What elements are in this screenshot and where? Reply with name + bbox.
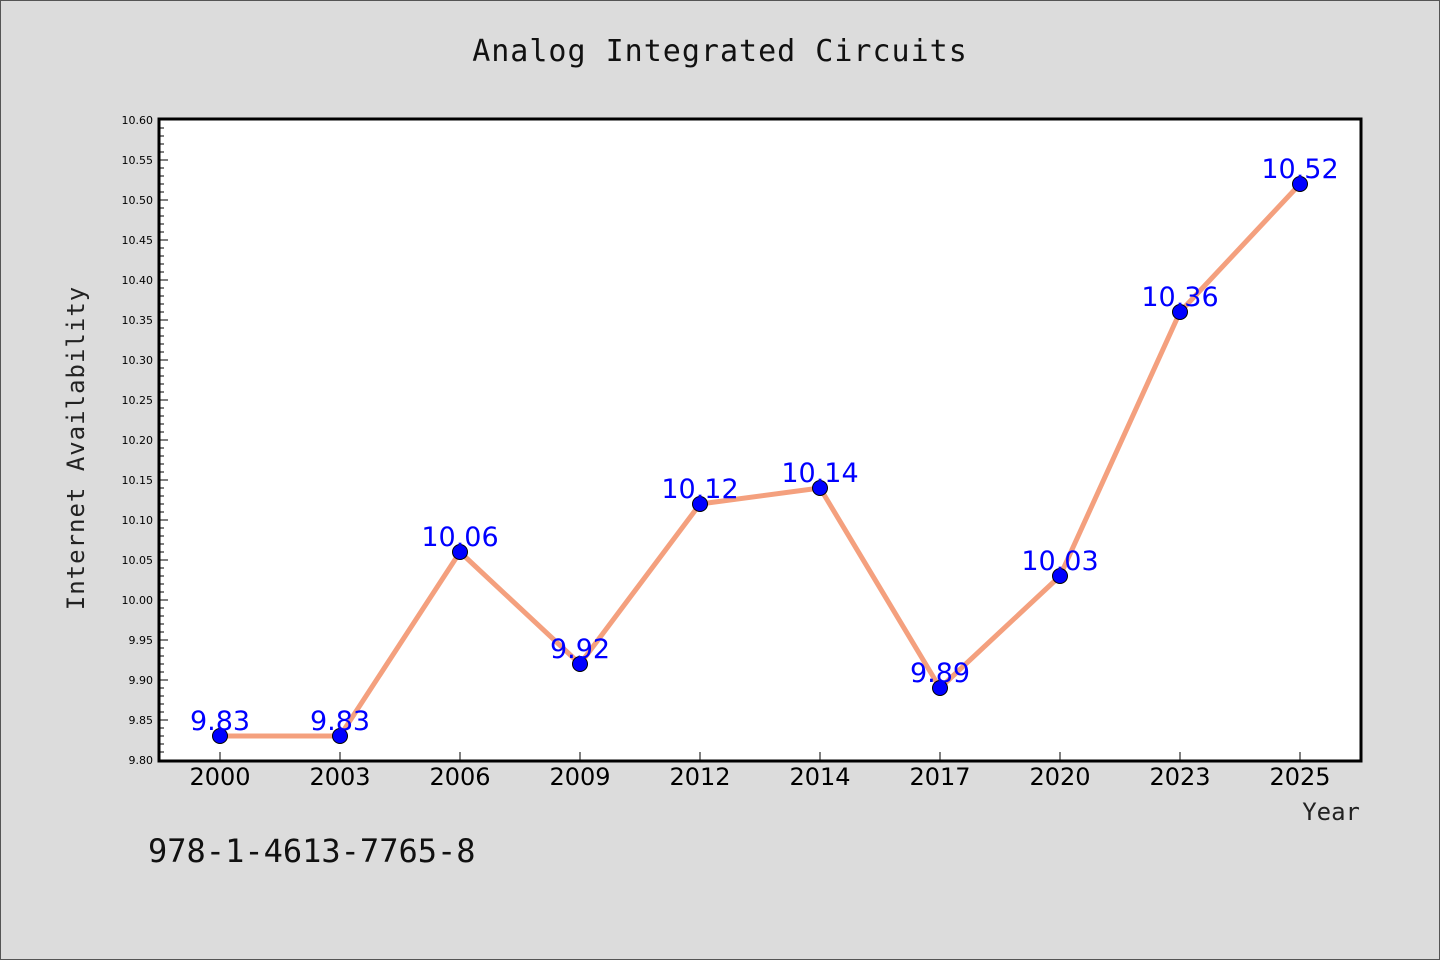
y-tick-label: 10.45 xyxy=(122,234,154,247)
y-tick-label: 10.50 xyxy=(122,194,154,207)
y-tick-label: 9.90 xyxy=(129,674,154,687)
data-point xyxy=(1172,304,1188,320)
y-axis: 9.80 9.85 9.90 9.95 10.00 10.05 10.10 10.15 10.2… xyxy=(122,114,168,767)
data-label: 9.89 xyxy=(910,658,970,689)
y-tick-label: 10.10 xyxy=(122,514,154,527)
data-point xyxy=(1052,568,1068,584)
y-tick-label: 10.30 xyxy=(122,354,154,367)
y-tick-label: 10.40 xyxy=(122,274,154,287)
x-axis: 2000 2003 2006 2009 2012 2014 2017 2020 2023 2025 xyxy=(189,752,1331,791)
data-point xyxy=(932,680,948,696)
data-point xyxy=(1292,176,1308,192)
series-line xyxy=(220,182,1302,739)
data-label: 9.83 xyxy=(310,706,370,737)
y-tick-label: 10.05 xyxy=(122,554,154,567)
data-label: 10.03 xyxy=(1021,546,1098,577)
y-tick-label: 9.80 xyxy=(129,754,154,767)
y-tick-label: 9.85 xyxy=(129,714,154,727)
y-tick-label: 10.15 xyxy=(122,474,154,487)
x-tick-label: 2012 xyxy=(669,763,730,791)
x-tick-label: 2023 xyxy=(1149,763,1210,791)
data-point xyxy=(692,496,708,512)
x-tick-label: 2000 xyxy=(189,763,250,791)
data-label: 10.12 xyxy=(661,474,738,505)
data-label: 10.14 xyxy=(781,458,858,489)
series xyxy=(212,176,1308,744)
y-tick-label: 10.60 xyxy=(122,114,154,127)
x-tick-label: 2025 xyxy=(1269,763,1330,791)
y-tick-label: 9.95 xyxy=(129,634,154,647)
x-tick-label: 2014 xyxy=(789,763,850,791)
data-label: 10.06 xyxy=(421,522,498,553)
y-axis-label: Internet Availability xyxy=(62,286,90,610)
data-label: 10.36 xyxy=(1141,282,1218,313)
data-label: 9.83 xyxy=(190,706,250,737)
x-tick-label: 2017 xyxy=(909,763,970,791)
y-tick-label: 10.25 xyxy=(122,394,154,407)
y-tick-label: 10.00 xyxy=(122,594,154,607)
data-point xyxy=(572,656,588,672)
chart-title: Analog Integrated Circuits xyxy=(472,34,968,69)
data-label: 10.52 xyxy=(1261,154,1338,185)
data-point xyxy=(332,728,348,744)
x-tick-label: 2009 xyxy=(549,763,610,791)
y-tick-label: 10.55 xyxy=(122,154,154,167)
data-labels: 9.83 9.83 10.06 9.92 10.12 10.14 9.89 10.03 10.3… xyxy=(190,154,1339,737)
data-point xyxy=(452,544,468,560)
x-tick-label: 2003 xyxy=(309,763,370,791)
isbn-text: 978-1-4613-7765-8 xyxy=(148,832,476,870)
x-tick-label: 2020 xyxy=(1029,763,1090,791)
plot-area xyxy=(157,117,1363,763)
y-tick-label: 10.20 xyxy=(122,434,154,447)
data-label: 9.92 xyxy=(550,634,610,665)
data-point xyxy=(812,480,828,496)
x-axis-label: Year xyxy=(1302,798,1360,826)
x-tick-label: 2006 xyxy=(429,763,490,791)
data-point xyxy=(212,728,228,744)
y-tick-label: 10.35 xyxy=(122,314,154,327)
